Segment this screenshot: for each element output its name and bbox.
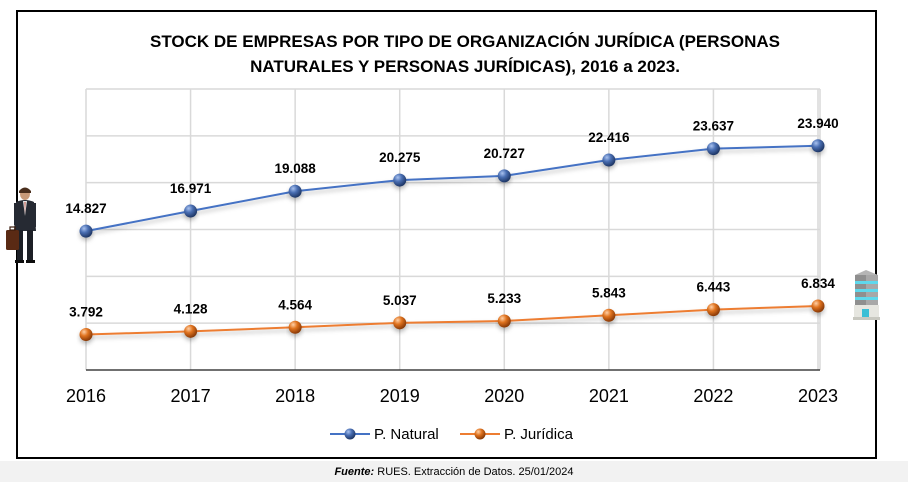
chart-frame <box>16 10 877 459</box>
source-note: Fuente: RUES. Extracción de Datos. 25/01… <box>0 466 908 478</box>
data-label-natural: 23.637 <box>693 119 734 134</box>
businessman-icon <box>6 187 36 263</box>
x-tick-label: 2016 <box>66 386 106 406</box>
data-point-juridica[interactable] <box>393 316 407 330</box>
legend-label-juridica: P. Jurídica <box>504 426 574 443</box>
data-label-natural: 20.275 <box>379 150 421 165</box>
x-tick-label: 2017 <box>171 386 211 406</box>
x-tick-labels: 2016 2017 2018 2019 2020 2021 2022 2023 <box>66 386 838 406</box>
legend-marker-natural <box>344 428 356 440</box>
data-label-juridica: 3.792 <box>69 304 103 319</box>
data-point-juridica[interactable] <box>811 299 825 313</box>
x-tick-label: 2018 <box>275 386 315 406</box>
data-label-juridica: 5.843 <box>592 285 626 300</box>
legend: P. Natural P. Jurídica <box>330 426 574 443</box>
data-label-natural: 16.971 <box>170 181 212 196</box>
series-line-juridica <box>85 304 819 336</box>
series-layer <box>79 139 825 341</box>
x-tick-label: 2019 <box>380 386 420 406</box>
data-label-juridica: 4.564 <box>278 297 312 312</box>
data-point-natural[interactable] <box>393 173 407 187</box>
data-point-natural[interactable] <box>497 169 511 183</box>
legend-label-natural: P. Natural <box>374 426 439 443</box>
data-labels: 14.827 16.971 19.088 20.275 20.727 22.416 23.6… <box>65 116 838 320</box>
data-point-juridica[interactable] <box>79 327 93 341</box>
data-label-natural: 14.827 <box>65 201 106 216</box>
legend-item-natural[interactable]: P. Natural <box>330 426 439 443</box>
data-label-juridica: 5.233 <box>487 291 521 306</box>
data-label-juridica: 6.443 <box>697 280 731 295</box>
data-point-juridica[interactable] <box>602 308 616 322</box>
x-tick-label: 2020 <box>484 386 524 406</box>
data-label-natural: 22.416 <box>588 130 630 145</box>
series-natural <box>79 139 825 238</box>
data-point-juridica[interactable] <box>706 303 720 317</box>
data-point-natural[interactable] <box>184 204 198 218</box>
x-tick-label: 2021 <box>589 386 629 406</box>
data-point-natural[interactable] <box>79 224 93 238</box>
data-label-natural: 23.940 <box>797 116 838 131</box>
data-point-natural[interactable] <box>706 142 720 156</box>
source-label: Fuente: <box>334 466 375 478</box>
data-label-juridica: 4.128 <box>174 301 208 316</box>
data-point-juridica[interactable] <box>184 324 198 338</box>
legend-item-juridica[interactable]: P. Jurídica <box>460 426 574 443</box>
data-label-natural: 20.727 <box>484 146 525 161</box>
footer-band <box>0 461 908 482</box>
series-line-natural <box>85 144 819 233</box>
data-point-natural[interactable] <box>288 184 302 198</box>
chart-title-line-2: NATURALES Y PERSONAS JURÍDICAS), 2016 a … <box>250 57 680 76</box>
data-label-natural: 19.088 <box>274 161 316 176</box>
data-point-natural[interactable] <box>811 139 825 153</box>
data-label-juridica: 6.834 <box>801 276 835 291</box>
legend-marker-juridica <box>474 428 486 440</box>
data-point-juridica[interactable] <box>497 314 511 328</box>
chart-title-line-1: STOCK DE EMPRESAS POR TIPO DE ORGANIZACI… <box>150 32 780 51</box>
source-text: RUES. Extracción de Datos. 25/01/2024 <box>374 466 574 478</box>
office-building-icon <box>853 270 880 320</box>
x-tick-label: 2023 <box>798 386 838 406</box>
series-juridica <box>79 299 825 341</box>
data-label-juridica: 5.037 <box>383 293 417 308</box>
data-point-juridica[interactable] <box>288 320 302 334</box>
x-tick-label: 2022 <box>693 386 733 406</box>
data-point-natural[interactable] <box>602 153 616 167</box>
